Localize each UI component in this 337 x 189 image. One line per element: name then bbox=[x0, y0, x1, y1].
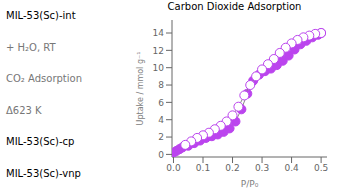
html-text:MIL-53(Sc)-cp: MIL-53(Sc)-cp bbox=[6, 136, 75, 148]
svg-text:0.0: 0.0 bbox=[166, 163, 181, 173]
html-text:MIL-53(Sc)-int: MIL-53(Sc)-int bbox=[6, 10, 76, 22]
svg-text:0.2: 0.2 bbox=[225, 163, 239, 173]
svg-text:Uptake / mmol g⁻¹: Uptake / mmol g⁻¹ bbox=[136, 52, 145, 126]
svg-text:0.4: 0.4 bbox=[284, 163, 299, 173]
html-text:Carbon Dioxide Adsorption: Carbon Dioxide Adsorption bbox=[167, 1, 302, 12]
svg-text:0.1: 0.1 bbox=[196, 163, 210, 173]
html-text:Δ623 K: Δ623 K bbox=[6, 104, 42, 116]
html-text:CO₂ Adsorption: CO₂ Adsorption bbox=[6, 73, 82, 85]
svg-text:14: 14 bbox=[153, 28, 165, 38]
svg-text:6: 6 bbox=[158, 98, 164, 108]
svg-text:12: 12 bbox=[153, 46, 164, 56]
html-text:MIL-53(Sc)-vnp: MIL-53(Sc)-vnp bbox=[6, 167, 81, 179]
svg-text:0: 0 bbox=[158, 150, 164, 160]
svg-text:P/P₀: P/P₀ bbox=[241, 179, 259, 189]
svg-text:0.3: 0.3 bbox=[255, 163, 269, 173]
svg-text:0.5: 0.5 bbox=[314, 163, 328, 173]
svg-text:4: 4 bbox=[158, 115, 164, 125]
svg-text:2: 2 bbox=[158, 132, 164, 142]
svg-text:8: 8 bbox=[158, 80, 164, 90]
html-text:+ H₂O, RT: + H₂O, RT bbox=[6, 41, 56, 53]
svg-text:10: 10 bbox=[153, 63, 165, 73]
